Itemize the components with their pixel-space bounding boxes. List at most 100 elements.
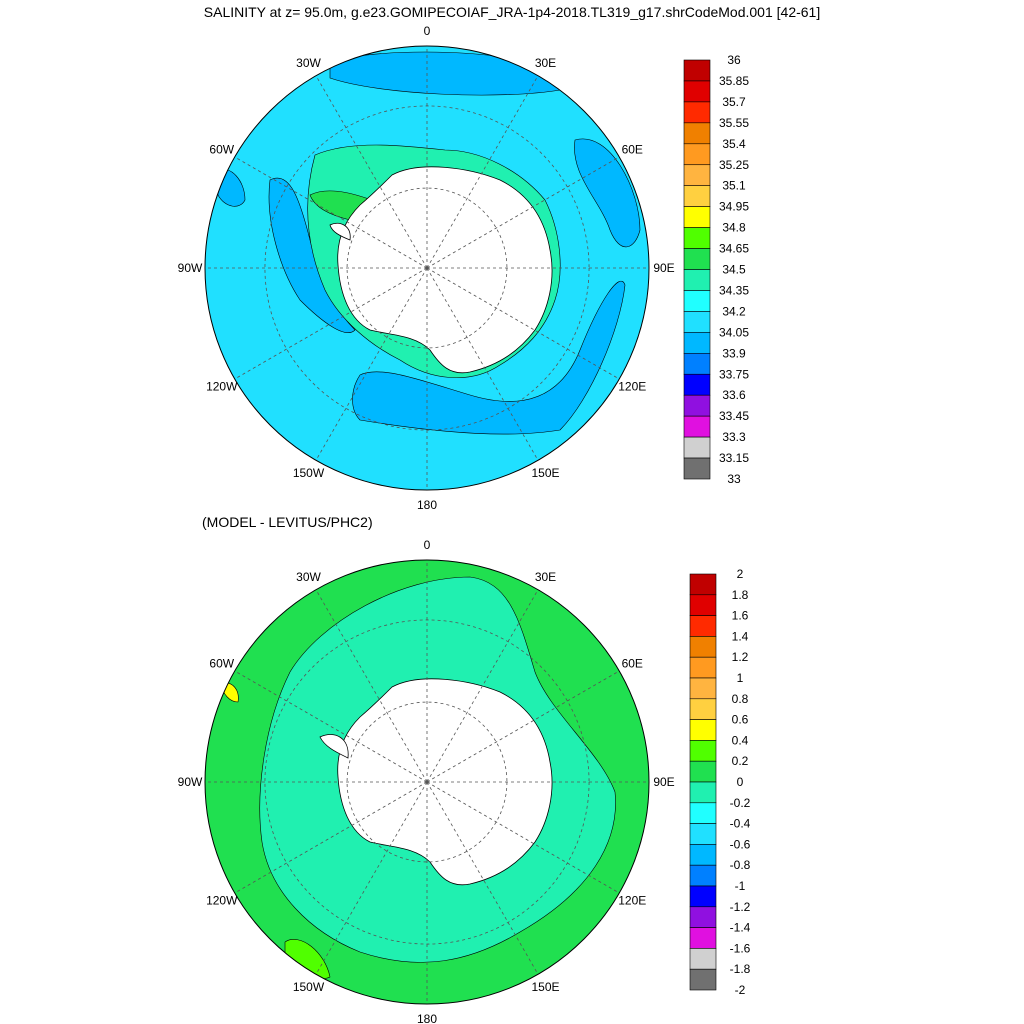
colorbar-label: 34.65: [719, 242, 749, 256]
meridian-line: [315, 781, 428, 975]
colorbar-swatch: [689, 885, 717, 908]
longitude-label: 90W: [178, 775, 203, 789]
colorbar-label: -0.4: [730, 817, 751, 831]
colorbar-label: -1: [735, 879, 746, 893]
colorbar-swatch: [683, 457, 711, 480]
longitude-label: 30W: [296, 570, 321, 584]
colorbar-swatch: [683, 185, 711, 207]
longitude-label: 60E: [622, 657, 643, 671]
meridian-line: [426, 267, 620, 380]
longitude-label: 60W: [209, 143, 234, 157]
colorbar-label: 34.8: [722, 221, 746, 235]
colorbar-label: 34.2: [722, 304, 746, 318]
colorbar-label: -1.4: [730, 921, 751, 935]
longitude-label: 120E: [618, 380, 646, 394]
colorbar-swatch: [689, 740, 717, 762]
colorbar-swatch: [689, 948, 717, 970]
colorbar-label: 35.85: [719, 74, 749, 88]
colorbar-label: 34.5: [722, 263, 746, 277]
colorbar-swatch: [689, 615, 717, 637]
colorbar-swatch: [689, 656, 717, 679]
longitude-label: 120E: [618, 894, 646, 908]
longitude-label: 30E: [535, 56, 556, 70]
longitude-label: 120W: [206, 380, 238, 394]
colorbar-label: 33.75: [719, 367, 749, 381]
colorbar-swatch: [689, 864, 717, 887]
longitude-label: 0: [424, 24, 431, 38]
colorbar-label: -1.6: [730, 941, 751, 955]
longitude-label: 90E: [653, 775, 674, 789]
colorbar-label: -0.6: [730, 837, 751, 851]
meridian-line: [426, 781, 620, 894]
longitude-label: 30E: [535, 570, 556, 584]
colorbar-swatch: [689, 823, 717, 845]
colorbar-label: 1: [737, 671, 744, 685]
longitude-label: 180: [417, 1012, 437, 1024]
colorbar-label: 0.2: [732, 754, 749, 768]
meridian-line: [234, 670, 428, 783]
grid-lines: [205, 46, 649, 490]
antarctica-landmass: [337, 166, 553, 374]
colorbar-label: 1.8: [732, 588, 749, 602]
colorbar-swatch: [689, 636, 717, 658]
longitude-labels: 0 30E 60E 90E 120E 150E 180 150W 120W 90W 60W 30W: [178, 538, 675, 1024]
colorbar-swatch: [689, 698, 717, 720]
colorbar-label: 35.4: [722, 137, 746, 151]
colorbar-swatch: [683, 332, 711, 354]
meridian-line: [234, 781, 428, 894]
difference-subtitle: (MODEL - LEVITUS/PHC2): [202, 514, 373, 530]
colorbar-swatch: [683, 290, 711, 312]
colorbar-label: 0: [737, 775, 744, 789]
colorbar-swatch: [683, 373, 711, 396]
colorbar-swatch: [683, 164, 711, 187]
weddell-fresh-tongue: [268, 177, 356, 333]
salinity-map: 0 30E 60E 90E 120E 150E 180 150W 120W 90W 60W 30W 3…: [178, 24, 750, 512]
longitude-label: 60E: [622, 143, 643, 157]
colorbar-label: 35.25: [719, 158, 749, 172]
colorbar-swatch: [689, 719, 717, 741]
longitude-label: 90E: [653, 261, 674, 275]
antarctic-peninsula: [319, 734, 349, 759]
colorbar-label: 2: [737, 567, 744, 581]
longitude-labels: 0 30E 60E 90E 120E 150E 180 150W 120W 90W 60W 30W: [178, 24, 675, 512]
colorbar-label: -1.8: [730, 962, 751, 976]
colorbar-swatch: [689, 927, 717, 949]
colorbar-swatch: [683, 227, 711, 249]
longitude-label: 60W: [209, 657, 234, 671]
page-title: SALINITY at z= 95.0m, g.e23.GOMIPECOIAF_…: [203, 4, 821, 20]
colorbar-swatch: [689, 677, 717, 700]
longitude-label: 180: [417, 498, 437, 512]
colorbar-label: 0.8: [732, 692, 749, 706]
meridian-line: [426, 75, 539, 269]
ross-fresh-band: [352, 280, 626, 435]
colorbar-swatch: [683, 206, 711, 228]
colorbar-swatch: [683, 311, 711, 333]
map-boundary: [204, 559, 650, 1005]
meridian-line: [426, 156, 620, 269]
colorbar-label: 1.4: [732, 629, 749, 643]
colorbar-label: -2: [735, 983, 746, 997]
meridian-line: [315, 267, 428, 461]
colorbar-swatch: [689, 760, 717, 783]
meridian-line: [315, 75, 428, 269]
colorbar-swatch: [683, 101, 711, 124]
salinity-difference-map: 0 30E 60E 90E 120E 150E 180 150W 120W 90W 60W 30W 2…: [178, 538, 751, 1024]
colorbar-swatch: [689, 573, 717, 596]
colorbar-label: 35.1: [722, 179, 746, 193]
colorbar-label: 1.6: [732, 609, 749, 623]
longitude-label: 150E: [531, 980, 559, 994]
difference-colorbar: 2 1.8 1.6 1.4 1.2 1 0.8 0.6 0.4 0.2 0 -0.2 -0.4 -0.6 -…: [689, 567, 751, 997]
longitude-label: 150W: [293, 980, 325, 994]
colorbar-label: 33: [727, 472, 741, 486]
meridian-line: [234, 156, 428, 269]
longitude-label: 150E: [531, 466, 559, 480]
colorbar-label: 33.15: [719, 451, 749, 465]
colorbar-swatch: [683, 122, 711, 145]
colorbar-swatch: [683, 352, 711, 375]
colorbar-label: -0.8: [730, 858, 751, 872]
meridian-line: [426, 781, 539, 975]
antarctic-peninsula: [329, 222, 351, 241]
colorbar-swatch: [689, 844, 717, 866]
colorbar-swatch: [689, 802, 717, 824]
colorbar-label: 1.2: [732, 650, 749, 664]
